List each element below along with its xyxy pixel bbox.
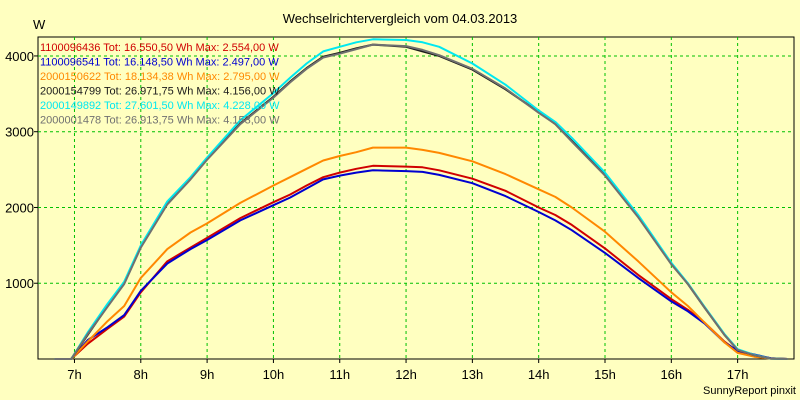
legend: 1100096436 Tot: 16.550,50 Wh Max: 2.554,… xyxy=(40,42,280,127)
series-lines xyxy=(54,38,788,360)
plot-area xyxy=(37,36,795,360)
legend-entry-1100096436: 1100096436 Tot: 16.550,50 Wh Max: 2.554,… xyxy=(40,42,279,54)
x-tick-label: 8h xyxy=(134,367,148,382)
x-tick-label: 7h xyxy=(67,367,81,382)
x-tick-label: 11h xyxy=(329,367,350,382)
y-tick-label: 3000 xyxy=(5,125,34,140)
x-axis-ticks: 7h 8h 9h 10h 11h 12h 13h 14h 15h 16h 17h xyxy=(67,359,748,382)
x-tick-label: 15h xyxy=(594,367,616,382)
x-tick-label: 17h xyxy=(727,367,749,382)
x-tick-label: 16h xyxy=(660,367,682,382)
legend-entry-2000150622: 2000150622 Tot: 18.134,38 Wh Max: 2.795,… xyxy=(40,71,280,83)
series-line-1100096541 xyxy=(54,169,788,360)
y-axis-unit: W xyxy=(33,17,46,32)
legend-entry-2000149892: 2000149892 Tot: 27.601,50 Wh Max: 4.228,… xyxy=(40,100,280,112)
legend-entry-2000154799: 2000154799 Tot: 26.971,75 Wh Max: 4.156,… xyxy=(40,86,280,98)
y-tick-label: 4000 xyxy=(5,49,34,64)
x-tick-label: 14h xyxy=(528,367,550,382)
footer-credit: SunnyReport pinxit xyxy=(703,385,796,397)
y-axis-ticks: 1000 2000 3000 4000 xyxy=(5,49,38,291)
chart-title: Wechselrichtervergleich vom 04.03.2013 xyxy=(283,11,518,26)
x-tick-label: 10h xyxy=(263,367,285,382)
legend-entry-1100096541: 1100096541 Tot: 16.148,50 Wh Max: 2.497,… xyxy=(40,57,279,69)
x-tick-label: 9h xyxy=(200,367,214,382)
x-tick-label: 12h xyxy=(395,367,417,382)
x-tick-label: 13h xyxy=(462,367,484,382)
y-tick-label: 1000 xyxy=(5,276,34,291)
series-line-2000001478 xyxy=(54,43,788,360)
series-line-2000150622 xyxy=(54,146,788,360)
legend-entry-2000001478: 2000001478 Tot: 26.913,75 Wh Max: 4.153,… xyxy=(40,115,280,127)
y-tick-label: 2000 xyxy=(5,200,34,215)
